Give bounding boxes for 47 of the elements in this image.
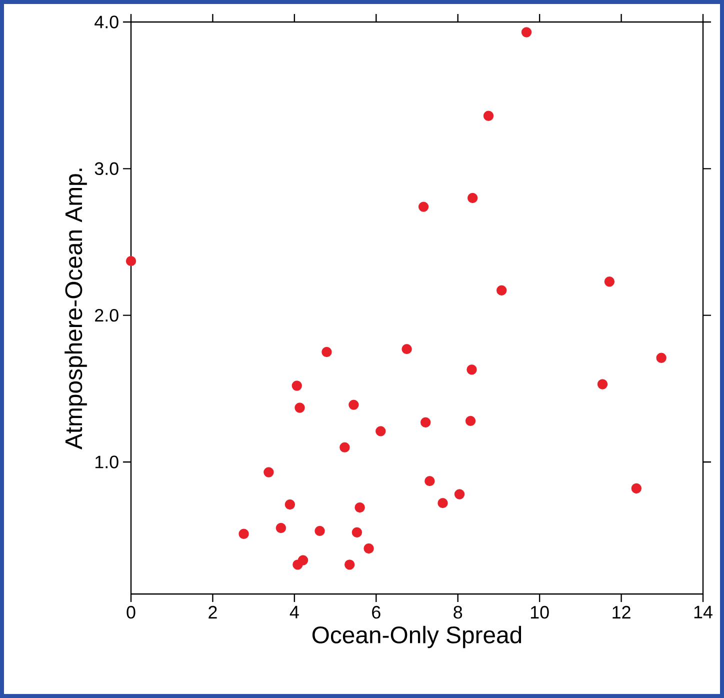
point: [656, 352, 666, 363]
point: [314, 526, 325, 536]
y-tick-label: 4.0: [94, 16, 118, 28]
point: [348, 400, 359, 410]
point: [340, 442, 350, 452]
point: [496, 285, 507, 296]
point: [352, 527, 362, 538]
point: [604, 276, 615, 287]
point: [467, 192, 478, 204]
y-tick-label: 1.0: [96, 456, 118, 468]
point: [276, 522, 286, 534]
point: [454, 489, 465, 500]
point: [420, 417, 431, 428]
point: [364, 543, 374, 554]
y-tick-label: 2.0: [95, 308, 118, 322]
point: [284, 499, 296, 510]
y-tick-label: 3.0: [94, 162, 118, 176]
point: [126, 256, 136, 266]
x-tick-label: 2: [208, 606, 217, 618]
point: [264, 467, 274, 478]
point: [238, 528, 249, 539]
point: [344, 560, 355, 570]
point: [438, 498, 448, 508]
point: [354, 502, 365, 513]
x-tick-label: 0: [126, 606, 136, 619]
point: [322, 346, 332, 358]
point: [631, 483, 642, 494]
point: [597, 379, 608, 390]
point: [521, 27, 532, 38]
x-tick-label: 4: [290, 606, 299, 618]
point: [294, 402, 305, 413]
point: [465, 416, 476, 426]
point: [424, 476, 435, 486]
x-tick-label: 10: [530, 606, 549, 619]
point: [402, 344, 412, 354]
point: [483, 110, 494, 121]
point: [376, 426, 386, 436]
x-tick-label: 6: [372, 606, 380, 619]
y-axis-title: Atmposphere-Ocean Amp.: [64, 168, 87, 450]
point: [292, 380, 302, 391]
point: [292, 560, 303, 570]
x-tick-label: 8: [454, 606, 462, 619]
x-axis-title: Ocean-Only Spread: [312, 626, 522, 648]
x-tick-label: 14: [694, 606, 712, 618]
point: [418, 202, 429, 212]
point: [466, 364, 477, 375]
x-tick-label: 12: [612, 606, 630, 618]
